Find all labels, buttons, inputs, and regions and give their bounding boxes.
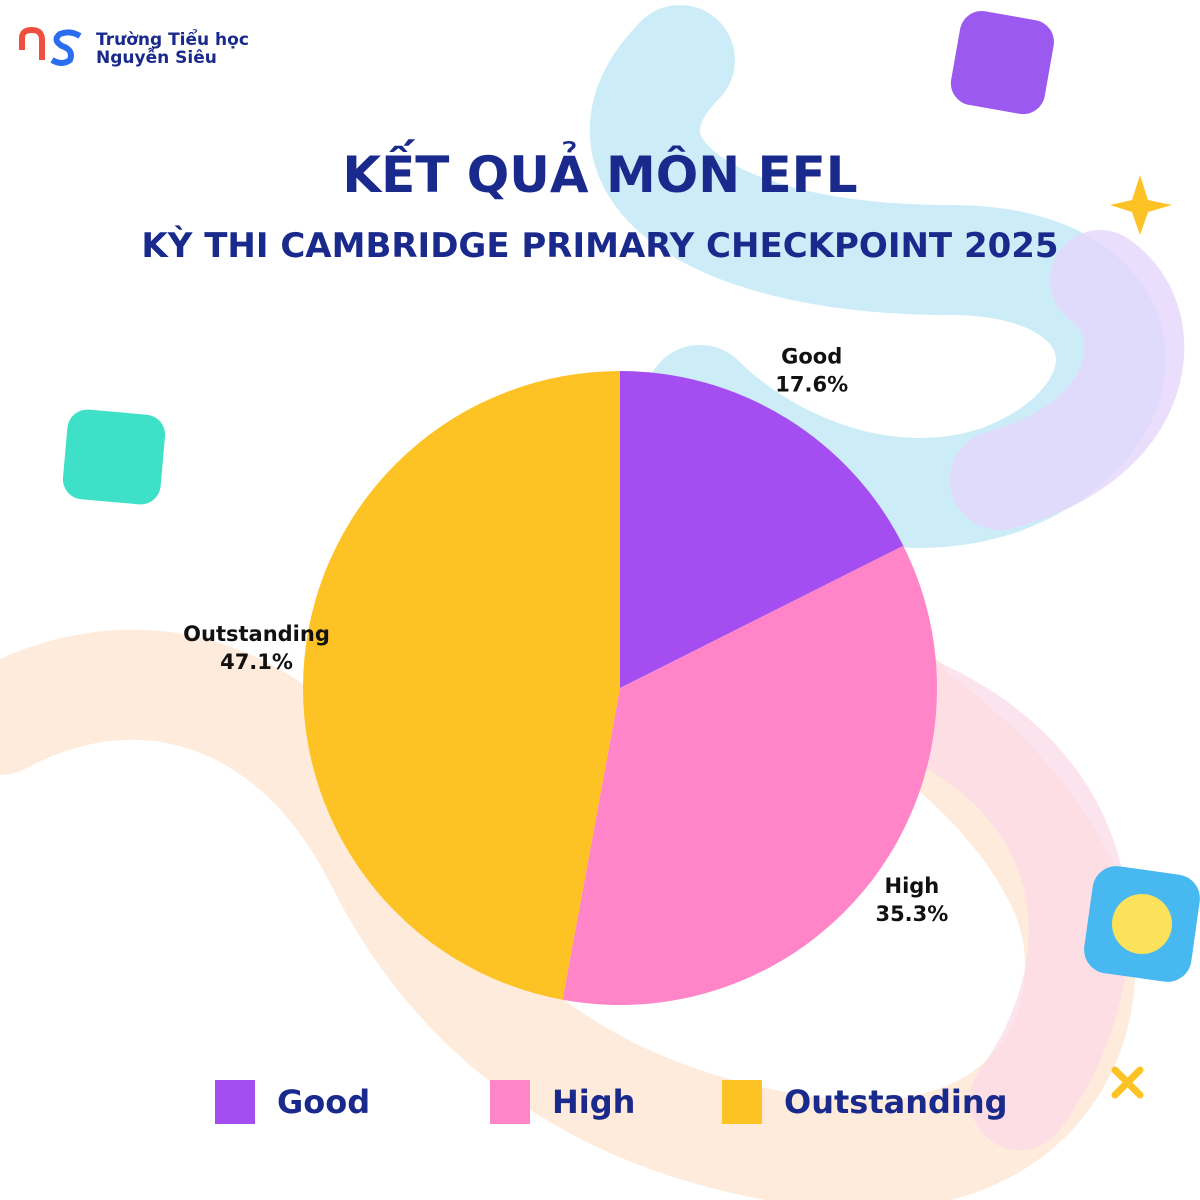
slice-label: High: [885, 874, 940, 898]
chart-subtitle: KỲ THI CAMBRIDGE PRIMARY CHECKPOINT 2025: [141, 225, 1058, 266]
legend-swatch: [215, 1080, 255, 1124]
slice-label: Outstanding: [183, 622, 330, 646]
legend-label: Good: [277, 1083, 370, 1121]
cube-decoration: [950, 11, 1054, 115]
chart-title: KẾT QUẢ MÔN EFL: [342, 139, 857, 204]
logo-text: Nguyễn Siêu: [96, 46, 217, 68]
logo-text: Trường Tiểu học: [96, 28, 249, 50]
star-decoration: [1110, 175, 1172, 235]
value-label: 17.6%: [775, 372, 848, 396]
pie-slice: [620, 371, 904, 688]
value-label: 47.1%: [220, 650, 293, 674]
cross-decoration: [1111, 1066, 1144, 1099]
cube-decoration: [62, 409, 166, 505]
value-label: 35.3%: [875, 902, 948, 926]
slice-label: Good: [781, 344, 842, 368]
logo-mark: [19, 26, 45, 60]
legend-label: Outstanding: [784, 1083, 1008, 1121]
flower-decoration: [1112, 894, 1172, 954]
pie-slice: [562, 545, 937, 1005]
legend-label: High: [552, 1083, 635, 1121]
legend-swatch: [722, 1080, 762, 1124]
legend-swatch: [490, 1080, 530, 1124]
logo-mark: [50, 29, 82, 66]
pie-slice: [302, 371, 620, 1000]
